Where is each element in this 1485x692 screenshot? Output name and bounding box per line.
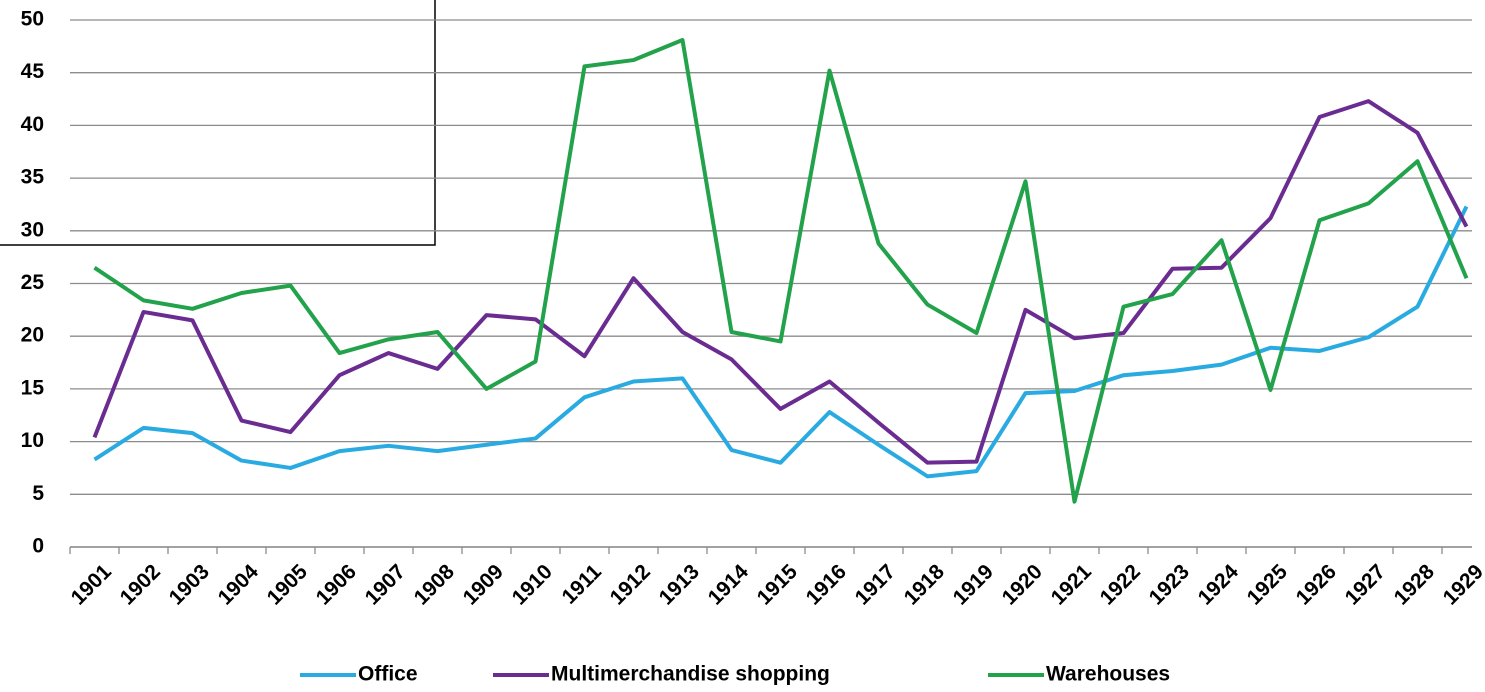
- x-tick-label: 1919: [949, 560, 998, 609]
- x-tick-label: 1926: [1292, 560, 1341, 609]
- x-tick-label: 1909: [459, 560, 508, 609]
- x-tick-label: 1915: [753, 560, 803, 610]
- y-tick-label: 0: [32, 535, 44, 558]
- y-tick-label: 30: [21, 218, 44, 241]
- y-tick-label: 35: [21, 166, 45, 189]
- y-tick-label: 5: [32, 482, 44, 505]
- x-tick-label: 1902: [116, 560, 165, 609]
- x-tick-label: 1922: [1096, 560, 1145, 609]
- y-tick-label: 25: [21, 271, 45, 294]
- x-tick-label: 1927: [1341, 560, 1390, 609]
- y-tick-label: 15: [21, 376, 45, 399]
- y-tick-label: 45: [21, 60, 45, 83]
- y-tick-label: 50: [21, 8, 44, 31]
- x-tick-label: 1904: [214, 560, 264, 610]
- x-tick-label: 1905: [263, 560, 313, 610]
- x-tick-label: 1912: [606, 560, 655, 609]
- y-tick-label: 40: [21, 113, 44, 136]
- x-tick-label: 1914: [704, 560, 754, 610]
- x-tick-label: 1925: [1243, 560, 1293, 610]
- x-tick-label: 1921: [1047, 560, 1097, 610]
- frame-artifact: [0, 0, 436, 246]
- x-tick-label: 1910: [508, 560, 557, 609]
- line-series: [93, 38, 1469, 504]
- x-tick-label: 1911: [557, 560, 606, 609]
- legend-label: Multimerchandise shopping: [551, 663, 830, 686]
- x-tick-label: 1917: [851, 560, 900, 609]
- x-tick-label: 1929: [1439, 560, 1485, 609]
- x-tick-label: 1924: [1194, 560, 1244, 610]
- line-series: [93, 205, 1469, 479]
- x-tick-label: 1923: [1145, 560, 1194, 609]
- y-tick-label: 20: [21, 324, 44, 347]
- x-tick-label: 1920: [998, 560, 1047, 609]
- x-tick-label: 1901: [67, 560, 117, 610]
- x-tick-label: 1908: [410, 560, 460, 610]
- line-series: [92, 99, 1469, 465]
- x-tick-label: 1903: [165, 560, 214, 609]
- x-tick-label: 1907: [361, 560, 410, 609]
- x-tick-label: 1906: [312, 560, 361, 609]
- y-tick-label: 10: [21, 429, 44, 452]
- x-tick-label: 1916: [802, 560, 851, 609]
- x-tick-label: 1913: [655, 560, 704, 609]
- legend-label: Warehouses: [1046, 663, 1170, 686]
- x-tick-label: 1918: [900, 560, 950, 610]
- legend-label: Office: [358, 663, 418, 686]
- x-tick-label: 1928: [1390, 560, 1440, 610]
